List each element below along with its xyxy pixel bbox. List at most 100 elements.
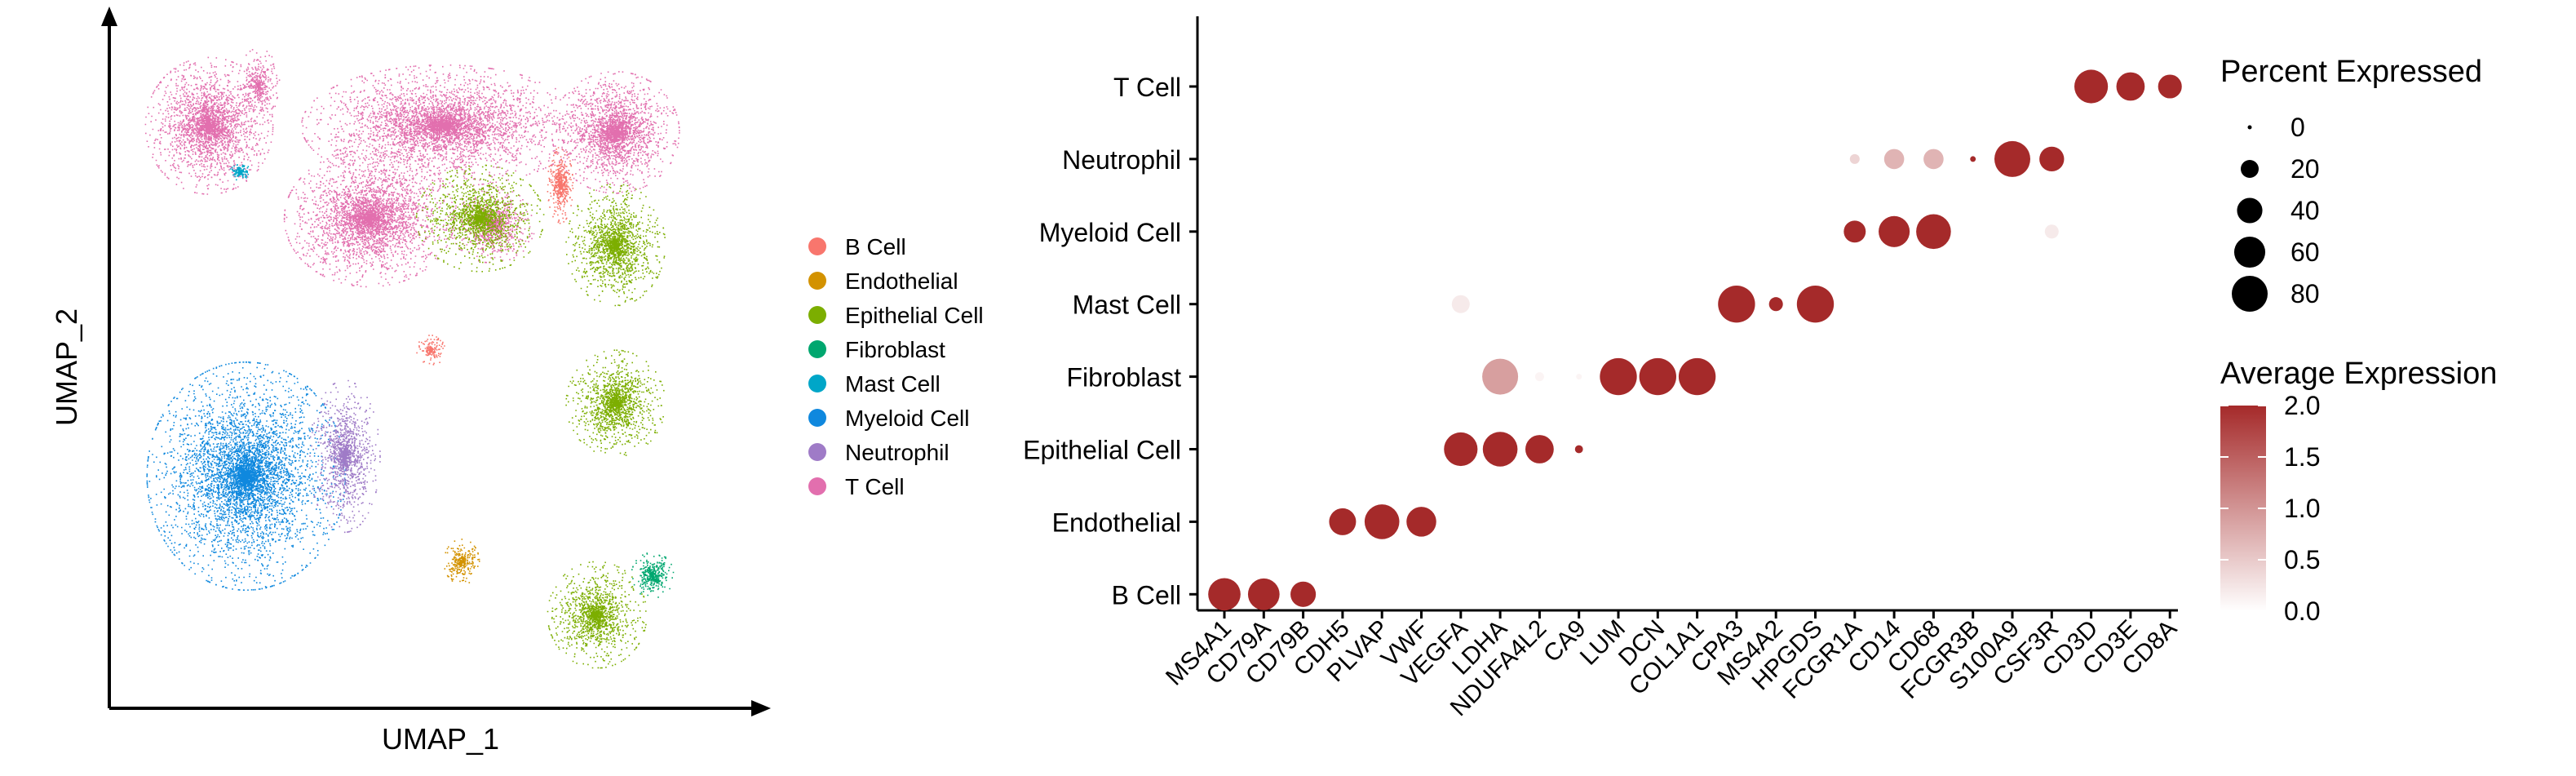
dotplot-y-tick-label: Mast Cell <box>1073 290 1181 320</box>
color-legend-label: 0.0 <box>2284 596 2320 626</box>
dotplot-x-ticks: MS4A1CD79ACD79BCDH5PLVAPVWFVEGFALDHANDUF… <box>1161 610 2182 721</box>
dotplot-point <box>1525 435 1554 463</box>
umap-y-arrow <box>101 7 117 26</box>
umap-legend-label: Epithelial Cell <box>845 303 984 328</box>
dotplot-point <box>1208 578 1241 611</box>
umap-cluster-cells <box>565 349 665 456</box>
size-legend-dot <box>2232 276 2268 312</box>
umap-cluster <box>415 164 545 273</box>
umap-legend-label: Mast Cell <box>845 371 941 397</box>
umap-legend-label: T Cell <box>845 474 905 499</box>
dotplot-y-tick-label: Neutrophil <box>1062 145 1181 175</box>
size-legend-label: 40 <box>2291 196 2320 225</box>
dotplot-point <box>1444 432 1478 467</box>
umap-legend-label: B Cell <box>845 234 906 259</box>
umap-cluster-cells <box>547 561 647 669</box>
dotplot-point <box>1843 220 1866 243</box>
umap-legend-label: Neutrophil <box>845 440 949 465</box>
umap-legend-label: Endothelial <box>845 268 958 294</box>
dotplot-y-tick-label: Fibroblast <box>1067 363 1182 392</box>
dotplot-point <box>1290 581 1317 607</box>
umap-cluster-cells <box>309 379 381 534</box>
umap-legend-swatch <box>808 272 826 290</box>
size-legend-title: Percent Expressed <box>2220 55 2482 89</box>
umap-cluster <box>631 552 675 598</box>
umap-legend-swatch <box>808 237 826 255</box>
umap-cluster-cells <box>146 361 347 591</box>
dotplot-point <box>2039 146 2065 172</box>
size-legend-label: 20 <box>2291 154 2320 184</box>
dotplot-point <box>2074 69 2109 104</box>
dotplot-point <box>1364 504 1400 539</box>
umap-cluster <box>416 335 445 366</box>
dotplot-y-ticks: B Cell Endothelial Epithelial Cell Fibrobla… <box>1023 73 1197 610</box>
dotplot-point <box>1247 578 1280 610</box>
umap-cluster-cells <box>283 149 455 288</box>
umap-x-arrow <box>751 700 771 716</box>
size-legend-label: 80 <box>2291 279 2320 308</box>
size-legend-label: 60 <box>2291 237 2320 267</box>
dotplot-point <box>1883 149 1905 170</box>
umap-cluster-cells <box>565 184 666 307</box>
size-legend-dot <box>2233 236 2266 268</box>
dotplot-point <box>1678 357 1716 396</box>
dotplot-point <box>1534 372 1544 382</box>
umap-legend: B Cell Endothelial Epithelial Cell Fibrobla… <box>808 234 984 499</box>
dotplot-point <box>1574 445 1583 454</box>
umap-cluster-cells <box>416 335 445 366</box>
dotplot-point <box>1406 507 1436 537</box>
umap-cluster <box>229 164 250 181</box>
dotplot-y-tick-label: T Cell <box>1113 73 1181 102</box>
size-legend-dot <box>2241 160 2259 178</box>
color-legend-label: 0.5 <box>2284 545 2320 574</box>
umap-legend-label: Fibroblast <box>845 337 945 362</box>
dotplot-point <box>1994 140 2030 177</box>
umap-cluster <box>547 147 574 224</box>
dotplot-point <box>1482 358 1519 395</box>
dotplot-point <box>1849 153 1860 164</box>
color-legend-title: Average Expression <box>2220 357 2497 391</box>
dotplot-point <box>1768 297 1783 312</box>
dotplot-point <box>1329 508 1357 535</box>
dotplot-point <box>1639 357 1676 396</box>
umap-cluster-cells <box>551 71 680 194</box>
dotplot-y-tick-label: Epithelial Cell <box>1023 436 1181 465</box>
dotplot-point <box>2044 224 2059 239</box>
umap-cluster-cells <box>301 64 586 188</box>
average-expression-legend: Average Expression 2.0 1.5 1.0 0.5 0.0 <box>2220 357 2497 626</box>
dotplot-y-tick-label: Myeloid Cell <box>1039 218 1181 247</box>
umap-cluster-cells <box>547 147 574 224</box>
color-legend-label: 2.0 <box>2284 391 2320 420</box>
size-legend-dot <box>2247 125 2252 130</box>
umap-plot: UMAP_1 UMAP_2 <box>50 7 771 756</box>
umap-cluster <box>565 349 665 456</box>
umap-x-label: UMAP_1 <box>382 722 499 756</box>
umap-cluster <box>565 184 666 307</box>
umap-legend-label: Myeloid Cell <box>845 406 970 431</box>
umap-points <box>144 49 680 669</box>
umap-y-label: UMAP_2 <box>50 308 83 426</box>
umap-cluster-cells <box>237 49 281 125</box>
dotplot-point <box>1970 156 1976 162</box>
dotplot-y-tick-label: Endothelial <box>1052 508 1181 537</box>
umap-cluster <box>146 361 347 591</box>
umap-cluster <box>237 49 281 125</box>
umap-legend-swatch <box>808 409 826 427</box>
color-legend-label: 1.0 <box>2284 494 2320 523</box>
umap-legend-swatch <box>808 375 826 392</box>
dotplot-point <box>1600 357 1637 396</box>
umap-cluster <box>144 56 274 195</box>
umap-cluster <box>283 149 455 288</box>
umap-legend-swatch <box>808 443 826 461</box>
size-legend-label: 0 <box>2291 113 2305 142</box>
dotplot: B Cell Endothelial Epithelial Cell Fibrobla… <box>1023 16 2182 721</box>
umap-cluster <box>444 539 480 583</box>
dotplot-point <box>1879 215 1910 247</box>
dotplot-point <box>1718 286 1755 323</box>
umap-cluster-cells <box>415 164 545 273</box>
dotplot-point <box>1923 149 1944 170</box>
dotplot-point <box>1451 295 1470 313</box>
dotplot-point <box>1796 286 1835 323</box>
umap-cluster <box>551 71 680 194</box>
dotplot-point <box>1916 214 1951 250</box>
